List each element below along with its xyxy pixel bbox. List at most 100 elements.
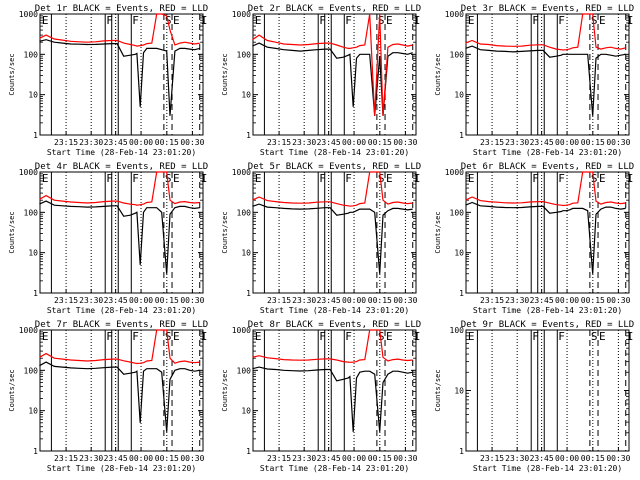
event-marker-letter: E [468,330,475,343]
x-tick-label: 00:30 [393,296,417,305]
x-tick-label: 00:00 [129,454,153,463]
events-series-line [39,361,200,432]
x-tick-label: 00:30 [606,296,630,305]
y-axis-label: Counts/sec [434,369,442,411]
event-marker-letter: E [255,172,262,185]
x-axis-label: Start Time (28-Feb-14 23:01:20) [473,306,622,315]
event-marker-letter: F [319,14,326,27]
chart-panel-6: Det 6r BLACK = Events, RED = LLD 1 10 100 10… [434,162,634,315]
chart-title: Det 7r BLACK = Events, RED = LLD [35,320,208,330]
y-tick-label: 10 [454,249,464,258]
event-marker-letter: F [558,330,565,343]
events-series-line [252,42,413,116]
event-marker-letter: F [319,172,326,185]
event-marker-letter: E [173,14,180,27]
chart-title: Det 2r BLACK = Events, RED = LLD [248,4,421,14]
x-axis-label: Start Time (28-Feb-14 23:01:20) [260,464,409,473]
x-tick-label: 00:00 [555,138,579,147]
y-tick-label: 1 [246,447,251,456]
events-series-line [39,200,200,274]
chart-title: Det 5r BLACK = Events, RED = LLD [248,162,421,172]
x-tick-label: 00:00 [555,454,579,463]
event-marker-letter: E [599,172,606,185]
x-tick-label: 23:15 [480,454,504,463]
plot-frame [252,171,417,294]
x-axis-label: Start Time (28-Feb-14 23:01:20) [47,306,196,315]
y-tick-label: 1 [246,131,251,140]
plot-frame [252,329,417,452]
chart-panel-8: Det 8r BLACK = Events, RED = LLD 1 10 100 10… [221,320,421,473]
x-tick-label: 00:15 [155,296,179,305]
y-tick-label: 100 [237,366,252,375]
x-tick-label: 23:45 [317,296,341,305]
y-tick-label: 1 [459,131,464,140]
chart-panel-4: Det 4r BLACK = Events, RED = LLD 1 10 100 10… [8,162,208,315]
x-tick-label: 00:30 [606,454,630,463]
x-tick-label: 00:15 [155,138,179,147]
x-tick-label: 00:15 [581,138,605,147]
y-tick-label: 1 [459,447,464,456]
event-marker-letter: I [627,14,634,27]
event-marker-letter: S [165,172,172,185]
events-series-line [252,203,413,274]
x-tick-label: 23:45 [317,138,341,147]
y-axis-label: Counts/sec [221,369,229,411]
chart-panel-1: Det 1r BLACK = Events, RED = LLD 1 10 100 10… [8,4,208,157]
y-tick-label: 100 [450,208,465,217]
event-marker-letter: E [386,172,393,185]
event-marker-letter: F [532,330,539,343]
event-marker-letter: E [42,172,49,185]
chart-title: Det 1r BLACK = Events, RED = LLD [35,4,208,14]
lld-series-line [39,171,200,206]
x-tick-label: 00:30 [180,454,204,463]
event-marker-letter: I [201,14,208,27]
y-tick-label: 100 [24,50,39,59]
x-tick-label: 00:00 [555,296,579,305]
x-tick-label: 23:15 [54,296,78,305]
y-tick-label: 100 [24,366,39,375]
x-tick-label: 23:30 [292,138,316,147]
x-tick-label: 23:30 [292,454,316,463]
chart-title: Det 9r BLACK = Events, RED = LLD [461,320,634,330]
event-marker-letter: F [132,172,139,185]
y-tick-label: 10 [28,91,38,100]
x-tick-label: 23:15 [480,296,504,305]
x-tick-label: 00:30 [180,138,204,147]
event-marker-letter: E [386,330,393,343]
lld-series-line [252,171,413,207]
x-tick-label: 00:15 [368,138,392,147]
y-tick-label: 1 [33,447,38,456]
y-tick-label: 1000 [19,326,38,335]
event-marker-letter: E [599,14,606,27]
event-marker-letter: E [468,14,475,27]
plot-frame [39,329,204,452]
y-tick-label: 10 [454,91,464,100]
event-marker-letter: I [414,14,421,27]
chart-panel-2: Det 2r BLACK = Events, RED = LLD 1 10 100 10… [221,4,421,157]
x-tick-label: 23:45 [317,454,341,463]
x-tick-label: 23:15 [267,454,291,463]
y-axis-label: Counts/sec [434,211,442,253]
y-tick-label: 1000 [445,10,464,19]
x-tick-label: 23:15 [54,138,78,147]
y-tick-label: 100 [450,50,465,59]
y-tick-label: 1000 [445,168,464,177]
chart-panel-7: Det 7r BLACK = Events, RED = LLD 1 10 100 10… [8,320,208,473]
y-axis-label: Counts/sec [8,369,16,411]
chart-panel-9: Det 9r BLACK = Events, RED = LLD 1 10 100 Co… [434,320,634,473]
y-tick-label: 100 [237,50,252,59]
lld-series-line [465,13,626,51]
y-tick-label: 1 [33,131,38,140]
x-tick-label: 00:00 [342,296,366,305]
y-tick-label: 1 [33,289,38,298]
lld-series-line [252,329,413,363]
lld-series-line [39,329,200,365]
y-tick-label: 10 [241,407,251,416]
event-marker-letter: F [345,14,352,27]
event-marker-letter: F [558,172,565,185]
event-marker-letter: F [106,172,113,185]
event-marker-letter: E [255,330,262,343]
lld-series-line [465,171,626,207]
chart-title: Det 6r BLACK = Events, RED = LLD [461,162,634,172]
y-tick-label: 100 [450,326,465,335]
